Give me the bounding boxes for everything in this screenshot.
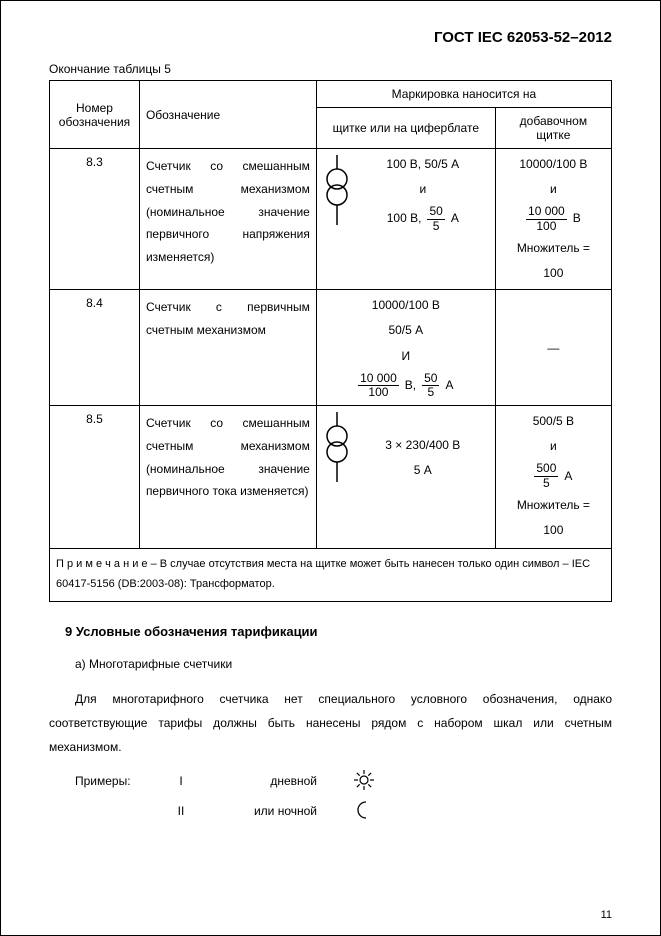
mark-double-frac: 10 000 100 В, 50 5 А [358, 372, 453, 399]
header-desc: Обозначение [139, 81, 316, 149]
row-mark1: 3 × 230/400 В 5 А [316, 406, 495, 549]
row-mark1: 100 В, 50/5 А и 100 В, 50 5 А [316, 149, 495, 290]
example-roman: I [171, 774, 191, 788]
mark-line: 10000/100 В [372, 296, 440, 315]
example-roman: II [171, 804, 191, 818]
row-desc: Счетчик со смешанным счетным механизмом … [139, 149, 316, 290]
mark-line: 10000/100 В [519, 155, 587, 174]
page-number: 11 [601, 909, 612, 921]
mark-line: И [401, 347, 410, 366]
section-heading: 9 Условные обозначения тарификации [65, 624, 612, 639]
example-row: Примеры: I дневной [75, 769, 612, 794]
dash: — [547, 341, 559, 355]
example-label: дневной [227, 774, 317, 788]
header-mark1: щитке или на циферблате [316, 108, 495, 149]
mark-line: 100 [543, 521, 563, 540]
table-row: 8.3 Счетчик со смешанным счетным механиз… [50, 149, 612, 290]
subsection-a: а) Многотарифные счетчики [49, 657, 612, 671]
table-row: 8.4 Счетчик с первичным счетным механизм… [50, 290, 612, 406]
mark-line: 500/5 В [533, 412, 574, 431]
example-row: II или ночной [75, 800, 612, 823]
mark-line: и [550, 437, 557, 456]
body-paragraph: Для многотарифного счетчика нет специаль… [49, 687, 612, 759]
examples-label: Примеры: [75, 774, 135, 788]
mark-line: и [419, 180, 426, 199]
mark-line: 3 × 230/400 В [385, 436, 460, 455]
mark-frac-line: 100 В, 50 5 А [387, 205, 459, 232]
row-mark2: — [495, 290, 611, 406]
row-num: 8.3 [50, 149, 140, 290]
transformer-icon [323, 155, 351, 225]
mark-line: Множитель = [517, 239, 590, 258]
row-mark2: 500/5 В и 500 5 А Множитель = 100 [495, 406, 611, 549]
row-mark2: 10000/100 В и 10 000 100 В Множитель = 1… [495, 149, 611, 290]
mark-frac-line: 500 5 А [534, 462, 572, 489]
note-text: П р и м е ч а н и е – В случае отсутстви… [50, 549, 612, 602]
example-label: или ночной [227, 804, 317, 818]
row-num: 8.5 [50, 406, 140, 549]
main-table: Номер обозначения Обозначение Маркировка… [49, 80, 612, 602]
row-desc: Счетчик с первичным счетным механизмом [139, 290, 316, 406]
doc-title: ГОСТ IEC 62053-52–2012 [49, 29, 612, 46]
row-mark1: 10000/100 В 50/5 А И 10 000 100 В, 50 5 [316, 290, 495, 406]
sun-icon [353, 769, 375, 794]
note-row: П р и м е ч а н и е – В случае отсутстви… [50, 549, 612, 602]
mark-line: 100 В, 50/5 А [386, 155, 459, 174]
mark-line: и [550, 180, 557, 199]
header-mark2: добавочном щитке [495, 108, 611, 149]
row-desc: Счетчик со смешанным счетным механизмом … [139, 406, 316, 549]
moon-icon [353, 800, 373, 823]
header-num: Номер обозначения [50, 81, 140, 149]
page: ГОСТ IEC 62053-52–2012 Окончание таблицы… [0, 0, 661, 936]
mark-line: 100 [543, 264, 563, 283]
examples-block: Примеры: I дневной [75, 769, 612, 823]
row-num: 8.4 [50, 290, 140, 406]
mark-line: Множитель = [517, 496, 590, 515]
header-mark-group: Маркировка наносится на [316, 81, 611, 108]
transformer-icon [323, 412, 351, 482]
mark-frac-line: 10 000 100 В [526, 205, 581, 232]
table-caption: Окончание таблицы 5 [49, 62, 612, 76]
mark-line: 5 А [414, 461, 432, 480]
table-row: 8.5 Счетчик со смешанным счетным механиз… [50, 406, 612, 549]
mark-line: 50/5 А [388, 321, 423, 340]
